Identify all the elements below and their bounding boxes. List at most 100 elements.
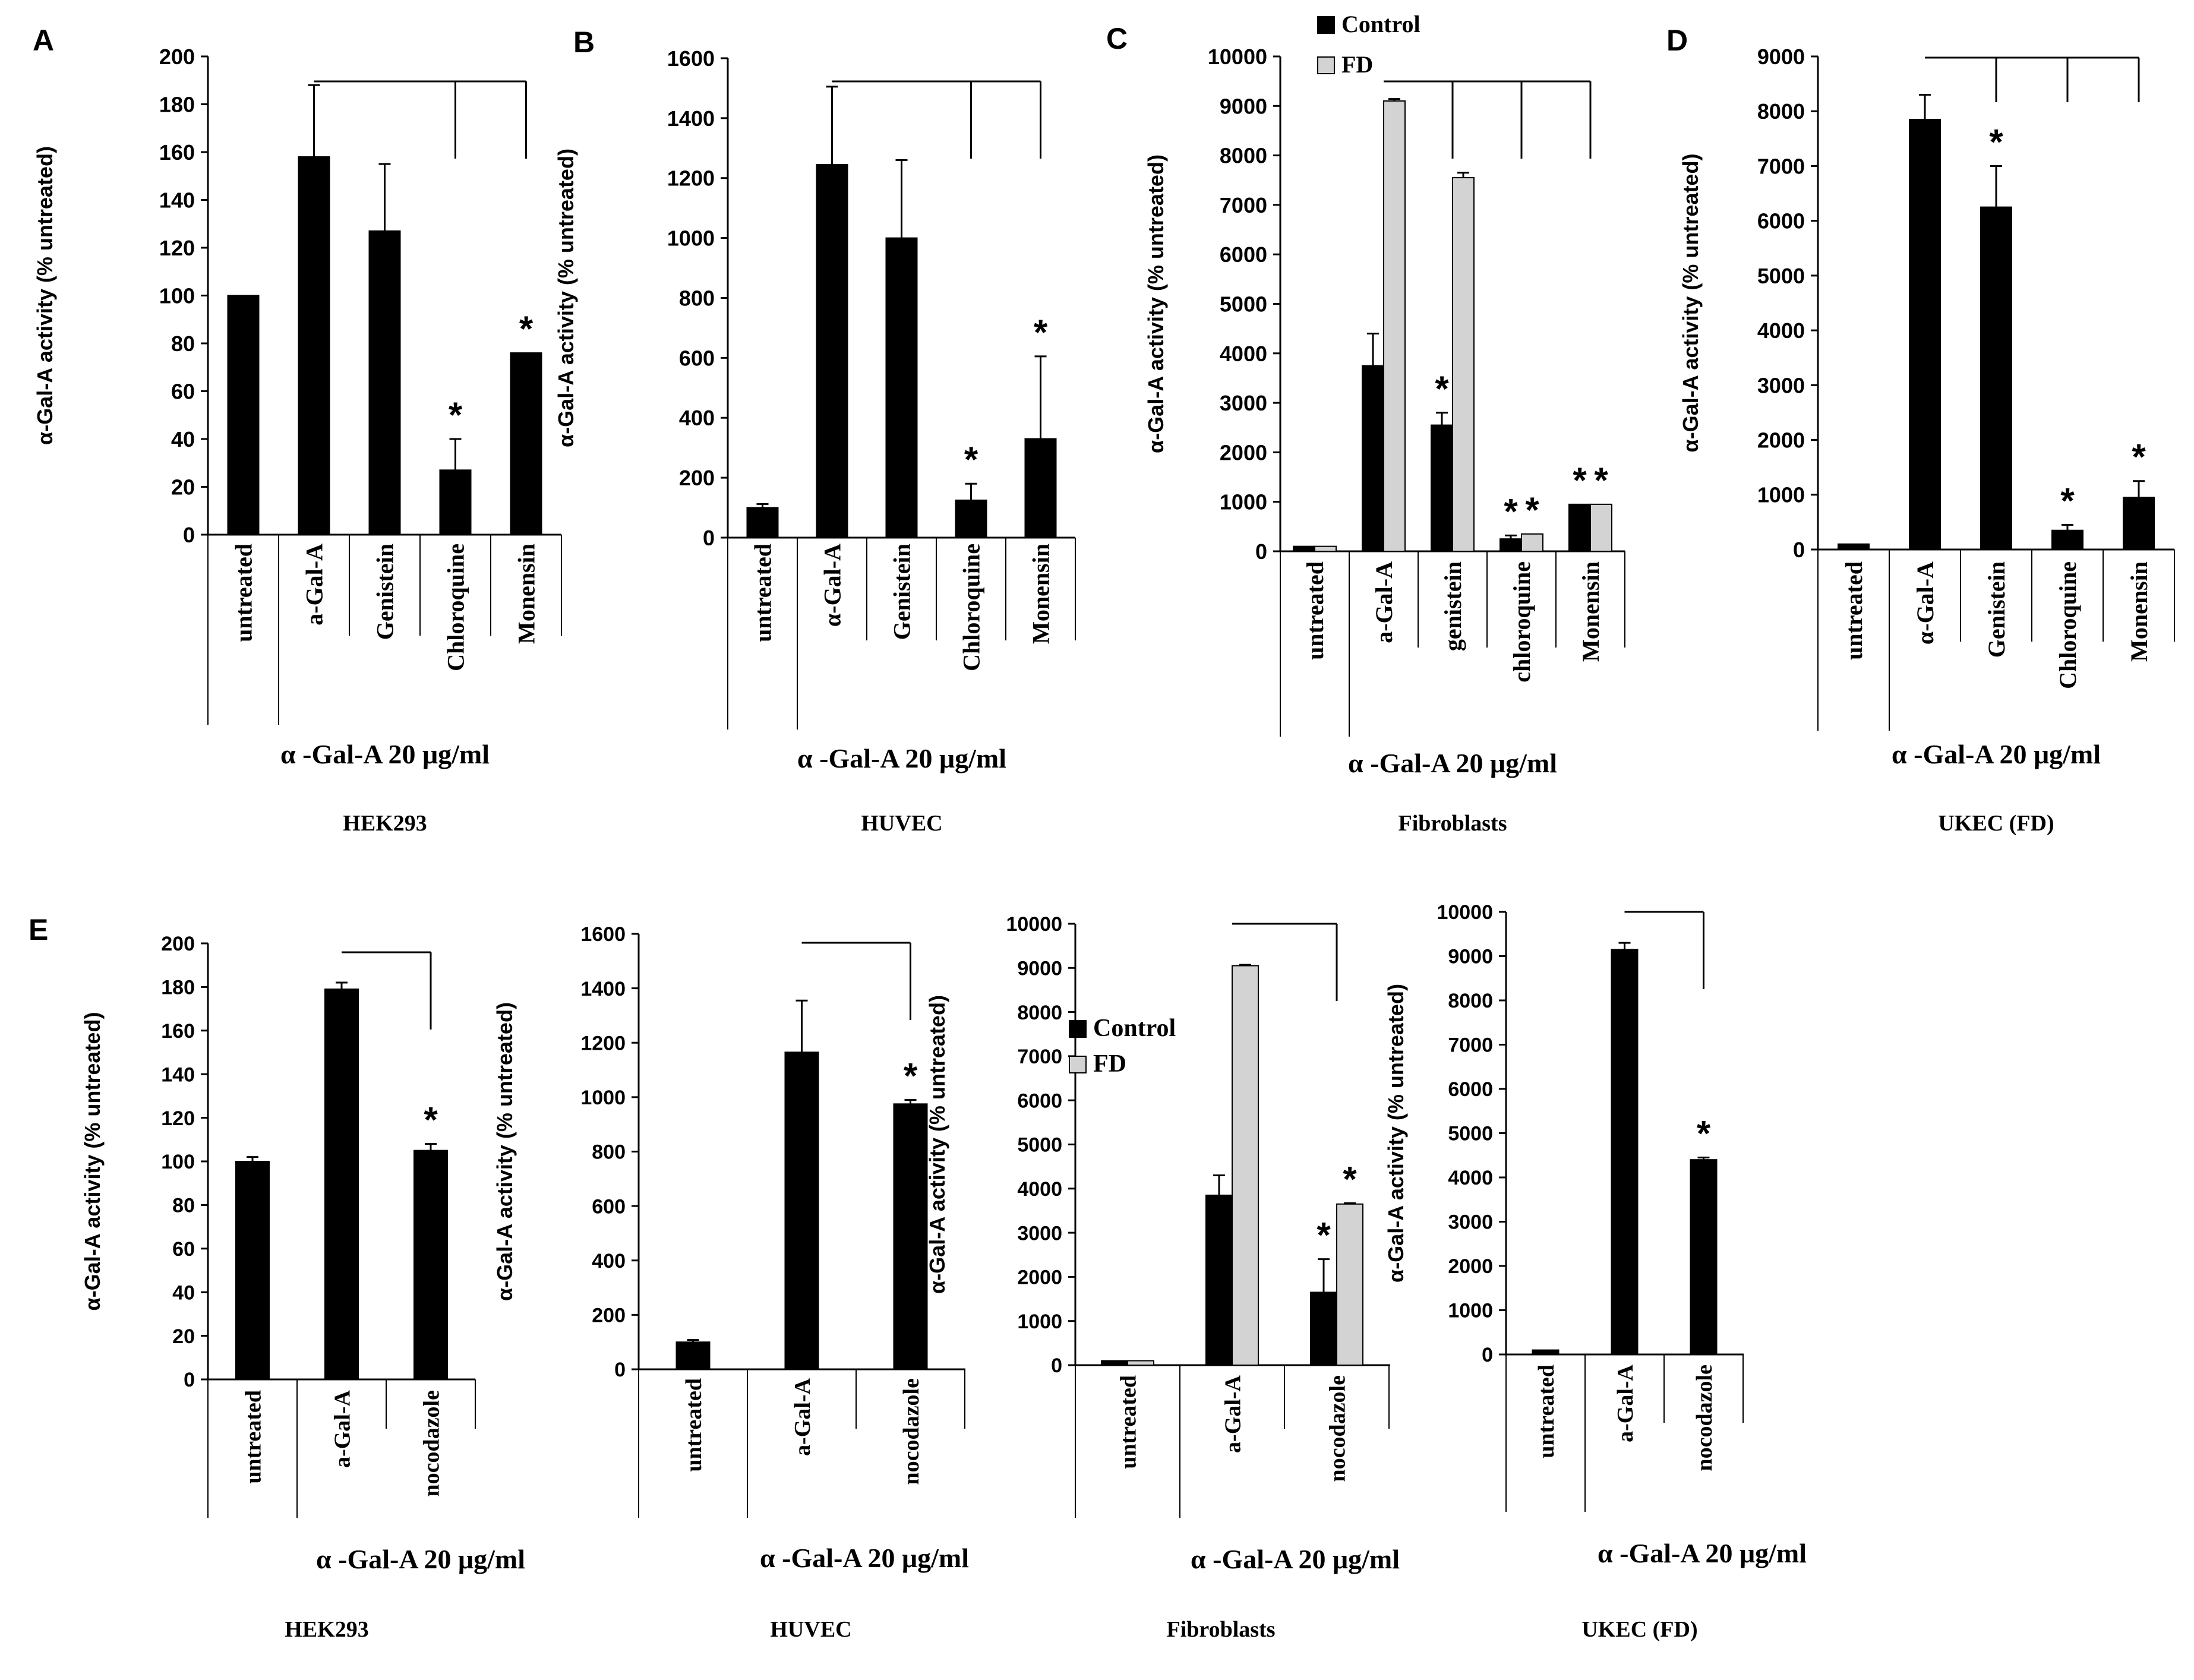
y-axis-label: α-Gal-A activity (% untreated): [554, 149, 578, 447]
y-tick-label: 160: [159, 140, 195, 165]
bar-control: [816, 164, 848, 539]
significance-star: *: [519, 309, 533, 349]
category-label: nocodazole: [1692, 1365, 1717, 1471]
bar-fd: [1383, 100, 1406, 552]
y-tick-label: 60: [171, 379, 195, 403]
bar-control: [1690, 1159, 1718, 1355]
y-tick-label: 120: [161, 1107, 195, 1130]
category-label: untreated: [1841, 561, 1867, 660]
y-tick-label: 200: [159, 45, 195, 69]
category-label: Monensin: [513, 544, 540, 644]
category-label: a-Gal-A: [1371, 561, 1397, 643]
category-label: genistein: [1439, 561, 1466, 651]
y-tick-label: 8000: [1220, 144, 1267, 168]
category-label: Genistein: [372, 544, 399, 640]
y-axis-label: α-Gal-A activity (% untreated): [80, 1012, 105, 1311]
category-label: chloroquine: [1508, 561, 1535, 683]
y-tick-label: 1000: [1448, 1300, 1493, 1322]
category-label: a-Gal-A: [790, 1378, 815, 1455]
bar-control: [2123, 497, 2155, 551]
bar-control: [1101, 1360, 1128, 1366]
bar-control: [510, 352, 542, 535]
y-tick-label: 400: [592, 1250, 626, 1272]
chart-panel-e4: 0 1000 2000 3000 4000 5000 6000 7000 8000 9000 100…: [1384, 901, 1807, 1642]
y-tick-label: 0: [703, 526, 715, 550]
cell-line-label: Fibroblasts: [1166, 1617, 1275, 1642]
category-label: Monensin: [2126, 561, 2152, 662]
category-label: Chloroquine: [2054, 561, 2081, 689]
legend-swatch-control: [1069, 1020, 1087, 1038]
significance-star: *: [1034, 312, 1048, 352]
y-tick-label: 400: [679, 406, 715, 430]
y-tick-label: 3000: [1017, 1222, 1062, 1245]
legend-swatch-fd: [1317, 56, 1335, 74]
y-tick-label: 200: [592, 1305, 626, 1327]
y-tick-label: 0: [1793, 538, 1805, 562]
bar-control: [893, 1103, 928, 1370]
bar-fd: [1521, 533, 1543, 552]
y-tick-label: 6000: [1017, 1090, 1062, 1112]
y-tick-label: 180: [161, 977, 195, 999]
y-tick-label: 2000: [1757, 428, 1805, 453]
y-axis-label: α-Gal-A activity (% untreated): [493, 1002, 517, 1301]
category-label: untreated: [1534, 1365, 1559, 1458]
chart-panel-d: D 0 1000 2000 3000 4000 5000 6000 7000 8000 9000 α-…: [1666, 24, 2175, 836]
bar-control: [1532, 1349, 1560, 1356]
y-tick-label: 4000: [1017, 1178, 1062, 1201]
y-tick-label: 4000: [1220, 342, 1267, 366]
y-tick-label: 7000: [1757, 154, 1805, 178]
chart-panel-c: C 0 1000 2000 3000 4000 5000 6000 7000 8000 9000 10…: [1106, 11, 1625, 836]
bar-fd: [1314, 545, 1337, 552]
y-tick-label: 600: [679, 346, 715, 370]
y-tick-label: 2000: [1448, 1255, 1493, 1278]
y-tick-label: 7000: [1017, 1046, 1062, 1068]
y-tick-label: 80: [171, 331, 195, 356]
bar-control: [1362, 365, 1384, 552]
category-label: Genistein: [1983, 561, 2010, 658]
legend-swatch-fd: [1069, 1056, 1087, 1073]
y-tick-label: 1000: [667, 226, 715, 251]
significance-star: *: [1504, 491, 1518, 531]
treatment-group-label: α -Gal-A 20 μg/ml: [1191, 1544, 1400, 1574]
y-tick-label: 100: [161, 1151, 195, 1173]
bar-control: [1980, 206, 2012, 551]
bar-control: [413, 1150, 448, 1381]
cell-line-label: UKEC (FD): [1938, 811, 2054, 836]
cell-line-label: UKEC (FD): [1581, 1617, 1697, 1642]
category-label: Monensin: [1028, 544, 1055, 644]
y-axis-label: α-Gal-A activity (% untreated): [925, 995, 949, 1294]
category-label: a-Gal-A: [1220, 1375, 1245, 1452]
y-tick-label: 180: [159, 92, 195, 116]
bar-control: [955, 499, 987, 538]
bar-control: [324, 989, 359, 1380]
y-tick-label: 9000: [1220, 94, 1267, 118]
y-tick-label: 140: [159, 188, 195, 212]
y-tick-label: 60: [172, 1238, 195, 1261]
cell-line-label: HUVEC: [861, 811, 942, 836]
category-label: untreated: [231, 544, 257, 642]
bar-control: [2051, 529, 2083, 551]
y-tick-label: 1000: [580, 1087, 626, 1109]
significance-star: *: [1317, 1215, 1331, 1255]
y-tick-label: 7000: [1220, 193, 1267, 217]
y-tick-label: 0: [614, 1359, 626, 1381]
panel-label: E: [29, 913, 48, 946]
significance-star: *: [2060, 481, 2075, 521]
y-tick-label: 20: [171, 475, 195, 499]
bar-control: [439, 469, 472, 536]
y-tick-label: 3000: [1220, 391, 1267, 415]
y-tick-label: 6000: [1448, 1078, 1493, 1101]
y-tick-label: 40: [171, 427, 195, 451]
category-label: untreated: [1302, 561, 1328, 660]
y-tick-label: 1200: [667, 166, 715, 191]
category-label: nocodazole: [419, 1390, 444, 1496]
y-tick-label: 9000: [1757, 45, 1805, 69]
y-tick-label: 100: [159, 283, 195, 308]
y-axis-label: α-Gal-A activity (% untreated): [1144, 154, 1168, 453]
bar-fd: [1127, 1360, 1154, 1366]
category-label: a-Gal-A: [301, 544, 328, 626]
bar-control: [1310, 1291, 1337, 1366]
y-tick-label: 1000: [1017, 1310, 1062, 1333]
y-tick-label: 1200: [580, 1032, 626, 1054]
